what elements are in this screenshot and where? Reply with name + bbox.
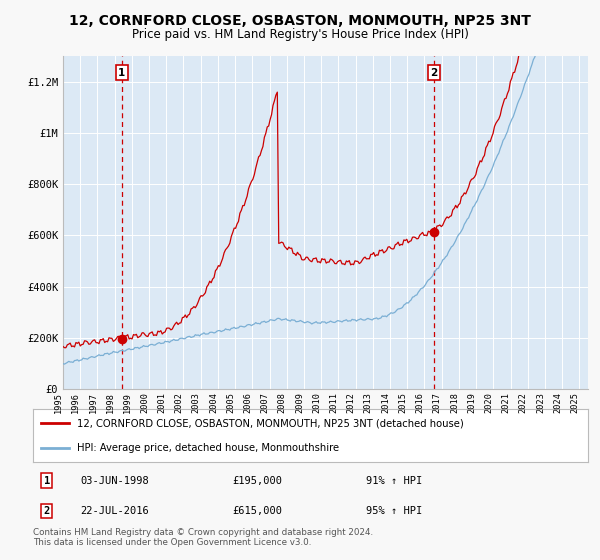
- Text: 2025: 2025: [571, 392, 580, 413]
- Text: 2009: 2009: [295, 392, 304, 413]
- Text: 1999: 1999: [123, 392, 132, 413]
- Text: 2024: 2024: [553, 392, 562, 413]
- Text: 2004: 2004: [209, 392, 218, 413]
- Text: 12, CORNFORD CLOSE, OSBASTON, MONMOUTH, NP25 3NT: 12, CORNFORD CLOSE, OSBASTON, MONMOUTH, …: [69, 14, 531, 28]
- Text: 2003: 2003: [192, 392, 201, 413]
- Text: 1: 1: [44, 475, 50, 486]
- Text: 2000: 2000: [140, 392, 149, 413]
- Text: 2017: 2017: [433, 392, 442, 413]
- Text: 95% ↑ HPI: 95% ↑ HPI: [366, 506, 422, 516]
- Text: HPI: Average price, detached house, Monmouthshire: HPI: Average price, detached house, Monm…: [77, 442, 340, 452]
- Text: 2013: 2013: [364, 392, 373, 413]
- Text: 2: 2: [430, 68, 437, 78]
- Text: 91% ↑ HPI: 91% ↑ HPI: [366, 475, 422, 486]
- Text: 2: 2: [44, 506, 50, 516]
- Text: 1995: 1995: [54, 392, 63, 413]
- Text: 2002: 2002: [175, 392, 184, 413]
- Text: 2018: 2018: [450, 392, 459, 413]
- Text: 2015: 2015: [398, 392, 407, 413]
- Text: 2014: 2014: [381, 392, 390, 413]
- Text: 2006: 2006: [244, 392, 253, 413]
- Text: 2007: 2007: [260, 392, 269, 413]
- Text: 2022: 2022: [519, 392, 528, 413]
- Text: 22-JUL-2016: 22-JUL-2016: [80, 506, 149, 516]
- Text: 2011: 2011: [329, 392, 338, 413]
- Text: 03-JUN-1998: 03-JUN-1998: [80, 475, 149, 486]
- Text: 2021: 2021: [502, 392, 511, 413]
- Text: 2019: 2019: [467, 392, 476, 413]
- Text: 1997: 1997: [88, 392, 97, 413]
- Text: 2023: 2023: [536, 392, 545, 413]
- Text: 2005: 2005: [226, 392, 235, 413]
- Text: 2016: 2016: [415, 392, 424, 413]
- Text: £615,000: £615,000: [233, 506, 283, 516]
- Text: Contains HM Land Registry data © Crown copyright and database right 2024.
This d: Contains HM Land Registry data © Crown c…: [33, 528, 373, 548]
- Text: 2001: 2001: [157, 392, 166, 413]
- Text: 1996: 1996: [71, 392, 80, 413]
- Text: 12, CORNFORD CLOSE, OSBASTON, MONMOUTH, NP25 3NT (detached house): 12, CORNFORD CLOSE, OSBASTON, MONMOUTH, …: [77, 418, 464, 428]
- Text: £195,000: £195,000: [233, 475, 283, 486]
- Text: 2020: 2020: [484, 392, 493, 413]
- Text: 2008: 2008: [278, 392, 287, 413]
- Text: Price paid vs. HM Land Registry's House Price Index (HPI): Price paid vs. HM Land Registry's House …: [131, 28, 469, 41]
- Text: 2010: 2010: [312, 392, 321, 413]
- Text: 1998: 1998: [106, 392, 115, 413]
- Text: 2012: 2012: [347, 392, 356, 413]
- Text: 1: 1: [118, 68, 125, 78]
